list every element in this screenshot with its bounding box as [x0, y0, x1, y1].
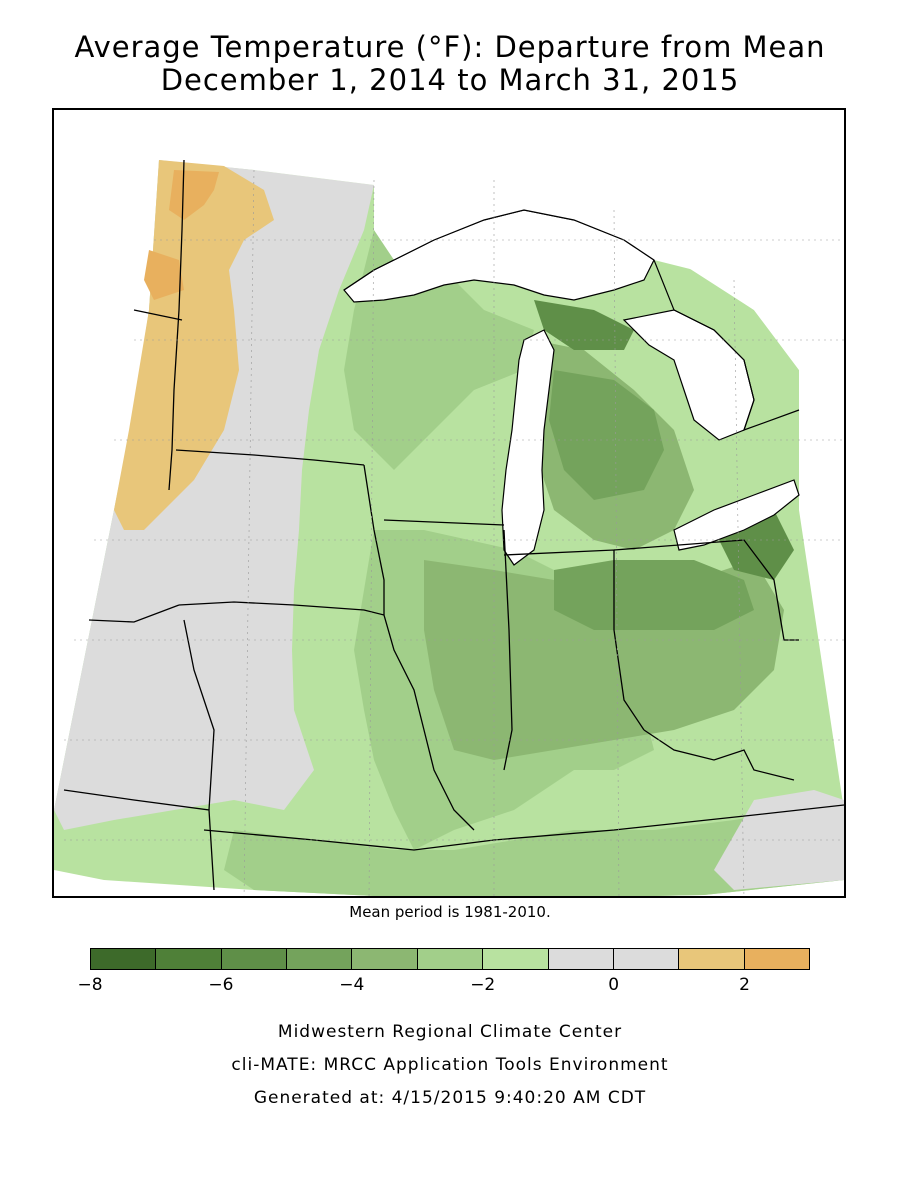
- credit-line-1: Midwestern Regional Climate Center: [277, 1022, 623, 1042]
- canada-north-white: [254, 110, 844, 370]
- legend-swatch: [417, 949, 484, 969]
- legend-swatch: [679, 949, 745, 969]
- legend-swatch: [613, 949, 680, 969]
- legend-swatch: [744, 949, 809, 969]
- legend-swatch: [287, 949, 353, 969]
- map-panel: [52, 108, 846, 898]
- graticule: [64, 169, 844, 896]
- legend-tick-label: −4: [339, 975, 365, 995]
- mean-period-note: Mean period is 1981-2010.: [349, 903, 551, 921]
- map-title-line-1: Average Temperature (°F): Departure from…: [74, 30, 826, 64]
- legend-swatch: [548, 949, 614, 969]
- warm-zone-northwest-core-2: [144, 250, 184, 300]
- legend-tick-label: 0: [608, 975, 620, 995]
- darker-green-zone-1: [534, 300, 634, 350]
- legend-tick-label: −8: [77, 975, 103, 995]
- legend-tick-label: 2: [739, 975, 750, 995]
- dark-green-zone-1: [549, 370, 664, 500]
- legend-swatch: [352, 949, 418, 969]
- credit-line-3: Generated at: 4/15/2015 9:40:20 AM CDT: [253, 1088, 647, 1108]
- legend-color-bar: [90, 948, 810, 970]
- legend-swatch: [91, 949, 157, 969]
- lake-erie: [673, 479, 800, 551]
- state-borders: [63, 159, 844, 891]
- legend-swatch: [483, 949, 549, 969]
- color-legend: [90, 948, 810, 970]
- legend-tick-label: −2: [470, 975, 496, 995]
- temperature-departure-map: [54, 110, 844, 896]
- great-lakes-shoreline: [343, 209, 800, 431]
- green-zone-south: [224, 800, 844, 896]
- gray-zone-west: [54, 160, 374, 830]
- legend-swatch: [221, 949, 288, 969]
- warm-zone-northwest-core: [169, 170, 219, 220]
- dark-green-zone-2: [554, 560, 754, 630]
- credit-line-2: cli-MATE: MRCC Application Tools Environ…: [231, 1055, 669, 1075]
- legend-tick-label: −6: [208, 975, 234, 995]
- map-title-line-2: December 1, 2014 to March 31, 2015: [160, 63, 740, 97]
- lake-michigan: [501, 329, 555, 566]
- legend-swatch: [156, 949, 222, 969]
